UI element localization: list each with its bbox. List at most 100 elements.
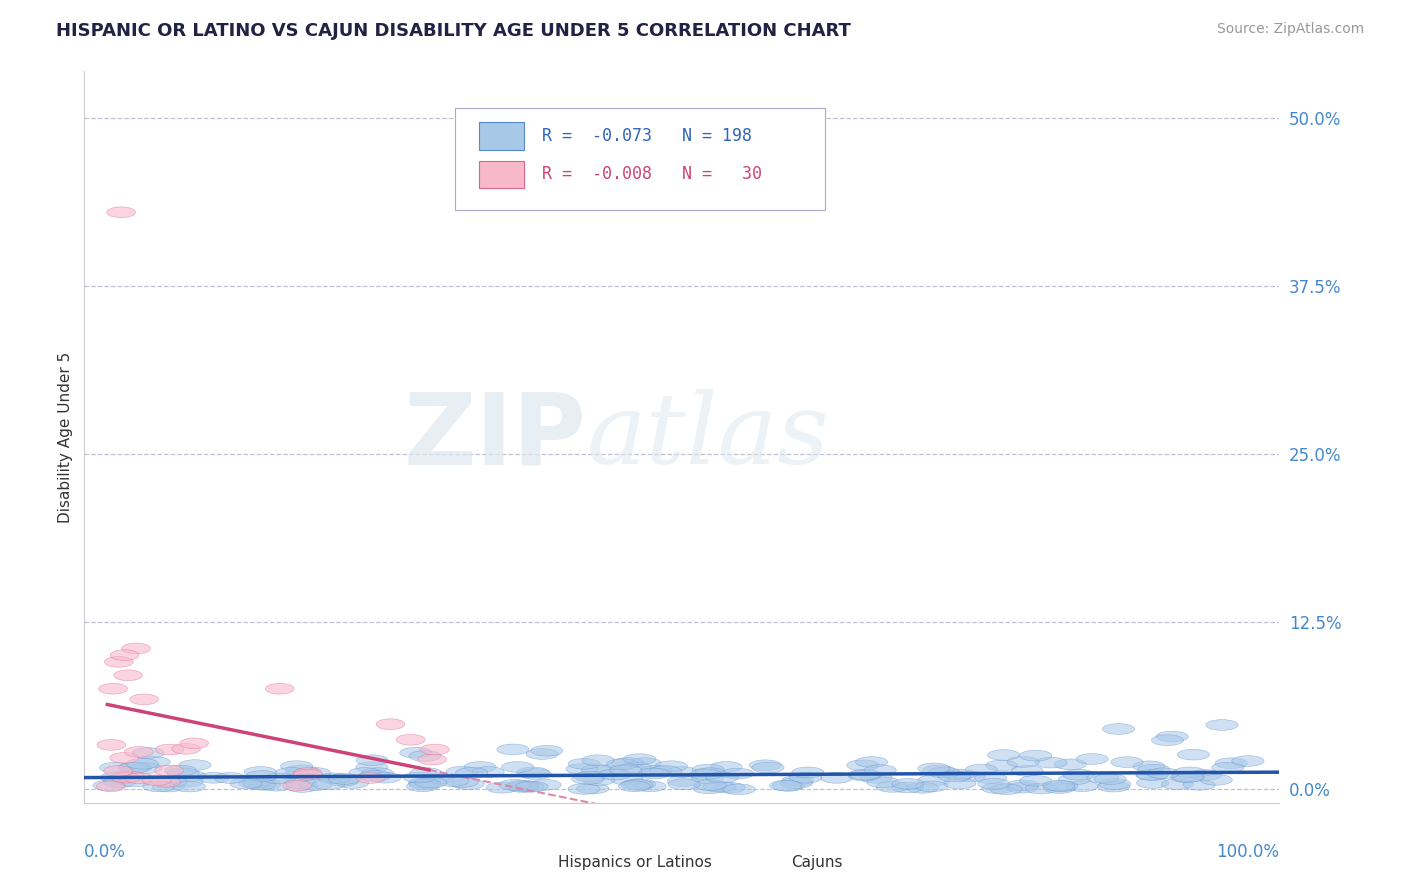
Ellipse shape: [623, 779, 655, 789]
Ellipse shape: [918, 775, 950, 786]
Text: atlas: atlas: [586, 390, 830, 484]
Ellipse shape: [695, 780, 727, 790]
Ellipse shape: [855, 756, 887, 767]
Ellipse shape: [127, 758, 159, 769]
Ellipse shape: [529, 780, 561, 790]
Ellipse shape: [628, 757, 661, 768]
Ellipse shape: [721, 768, 754, 779]
Ellipse shape: [114, 670, 142, 681]
Ellipse shape: [422, 773, 454, 784]
Ellipse shape: [214, 772, 246, 783]
Ellipse shape: [668, 779, 700, 789]
Ellipse shape: [1201, 774, 1232, 785]
Ellipse shape: [865, 764, 896, 775]
Ellipse shape: [299, 780, 332, 790]
Ellipse shape: [1136, 770, 1168, 780]
Ellipse shape: [1206, 720, 1239, 731]
Ellipse shape: [638, 768, 671, 779]
Ellipse shape: [1063, 770, 1095, 780]
FancyBboxPatch shape: [748, 855, 782, 871]
Ellipse shape: [1094, 773, 1126, 784]
Ellipse shape: [868, 777, 898, 788]
Ellipse shape: [576, 783, 609, 794]
Ellipse shape: [406, 780, 439, 791]
Ellipse shape: [692, 772, 724, 783]
Ellipse shape: [336, 778, 368, 789]
Ellipse shape: [229, 778, 262, 789]
Ellipse shape: [1215, 758, 1247, 769]
Ellipse shape: [446, 766, 478, 777]
Ellipse shape: [486, 782, 519, 793]
Ellipse shape: [1232, 756, 1264, 766]
Ellipse shape: [298, 767, 330, 778]
Ellipse shape: [848, 770, 880, 781]
Ellipse shape: [104, 657, 134, 667]
Ellipse shape: [1136, 770, 1168, 780]
Ellipse shape: [1059, 774, 1091, 785]
Ellipse shape: [526, 748, 558, 759]
Ellipse shape: [1087, 772, 1119, 783]
Ellipse shape: [1054, 759, 1087, 770]
Ellipse shape: [891, 779, 924, 789]
Ellipse shape: [1102, 723, 1135, 734]
Ellipse shape: [368, 772, 401, 783]
Ellipse shape: [356, 772, 385, 783]
Ellipse shape: [780, 778, 813, 789]
Ellipse shape: [619, 762, 651, 772]
Ellipse shape: [502, 762, 534, 772]
Ellipse shape: [634, 781, 666, 792]
Ellipse shape: [361, 768, 394, 779]
Ellipse shape: [243, 779, 276, 789]
Ellipse shape: [565, 764, 598, 774]
Ellipse shape: [1133, 761, 1166, 772]
Ellipse shape: [1007, 780, 1039, 790]
Ellipse shape: [749, 760, 782, 771]
Ellipse shape: [846, 760, 879, 771]
Ellipse shape: [180, 738, 208, 748]
Ellipse shape: [93, 780, 125, 791]
Ellipse shape: [1035, 757, 1067, 768]
Ellipse shape: [582, 774, 614, 786]
Ellipse shape: [706, 772, 738, 783]
Ellipse shape: [356, 762, 388, 772]
Ellipse shape: [790, 772, 823, 783]
Ellipse shape: [125, 773, 153, 784]
Ellipse shape: [568, 783, 600, 794]
Ellipse shape: [110, 649, 139, 661]
Ellipse shape: [246, 771, 278, 781]
Ellipse shape: [281, 771, 314, 781]
Ellipse shape: [283, 780, 312, 791]
Ellipse shape: [1076, 754, 1108, 764]
Ellipse shape: [1161, 779, 1194, 789]
Ellipse shape: [990, 784, 1022, 795]
Ellipse shape: [167, 768, 200, 779]
Ellipse shape: [710, 762, 742, 772]
Ellipse shape: [692, 764, 724, 775]
Ellipse shape: [285, 765, 318, 776]
Ellipse shape: [574, 772, 606, 782]
Ellipse shape: [1007, 756, 1039, 767]
Ellipse shape: [239, 778, 271, 789]
Ellipse shape: [974, 772, 1007, 784]
Ellipse shape: [1043, 780, 1076, 791]
Ellipse shape: [610, 774, 643, 785]
Ellipse shape: [409, 750, 441, 761]
Ellipse shape: [820, 772, 852, 783]
Ellipse shape: [572, 773, 605, 784]
Ellipse shape: [1173, 772, 1205, 782]
Ellipse shape: [242, 777, 274, 788]
Ellipse shape: [595, 765, 627, 776]
Ellipse shape: [1137, 764, 1170, 775]
Ellipse shape: [599, 769, 631, 780]
Ellipse shape: [496, 744, 529, 755]
Ellipse shape: [104, 765, 132, 776]
Ellipse shape: [1136, 778, 1168, 789]
Ellipse shape: [129, 763, 162, 773]
Ellipse shape: [606, 759, 638, 770]
Ellipse shape: [506, 780, 538, 791]
FancyBboxPatch shape: [456, 108, 825, 211]
Ellipse shape: [118, 763, 150, 773]
Ellipse shape: [155, 776, 187, 787]
Ellipse shape: [1156, 731, 1188, 742]
Ellipse shape: [582, 755, 614, 765]
